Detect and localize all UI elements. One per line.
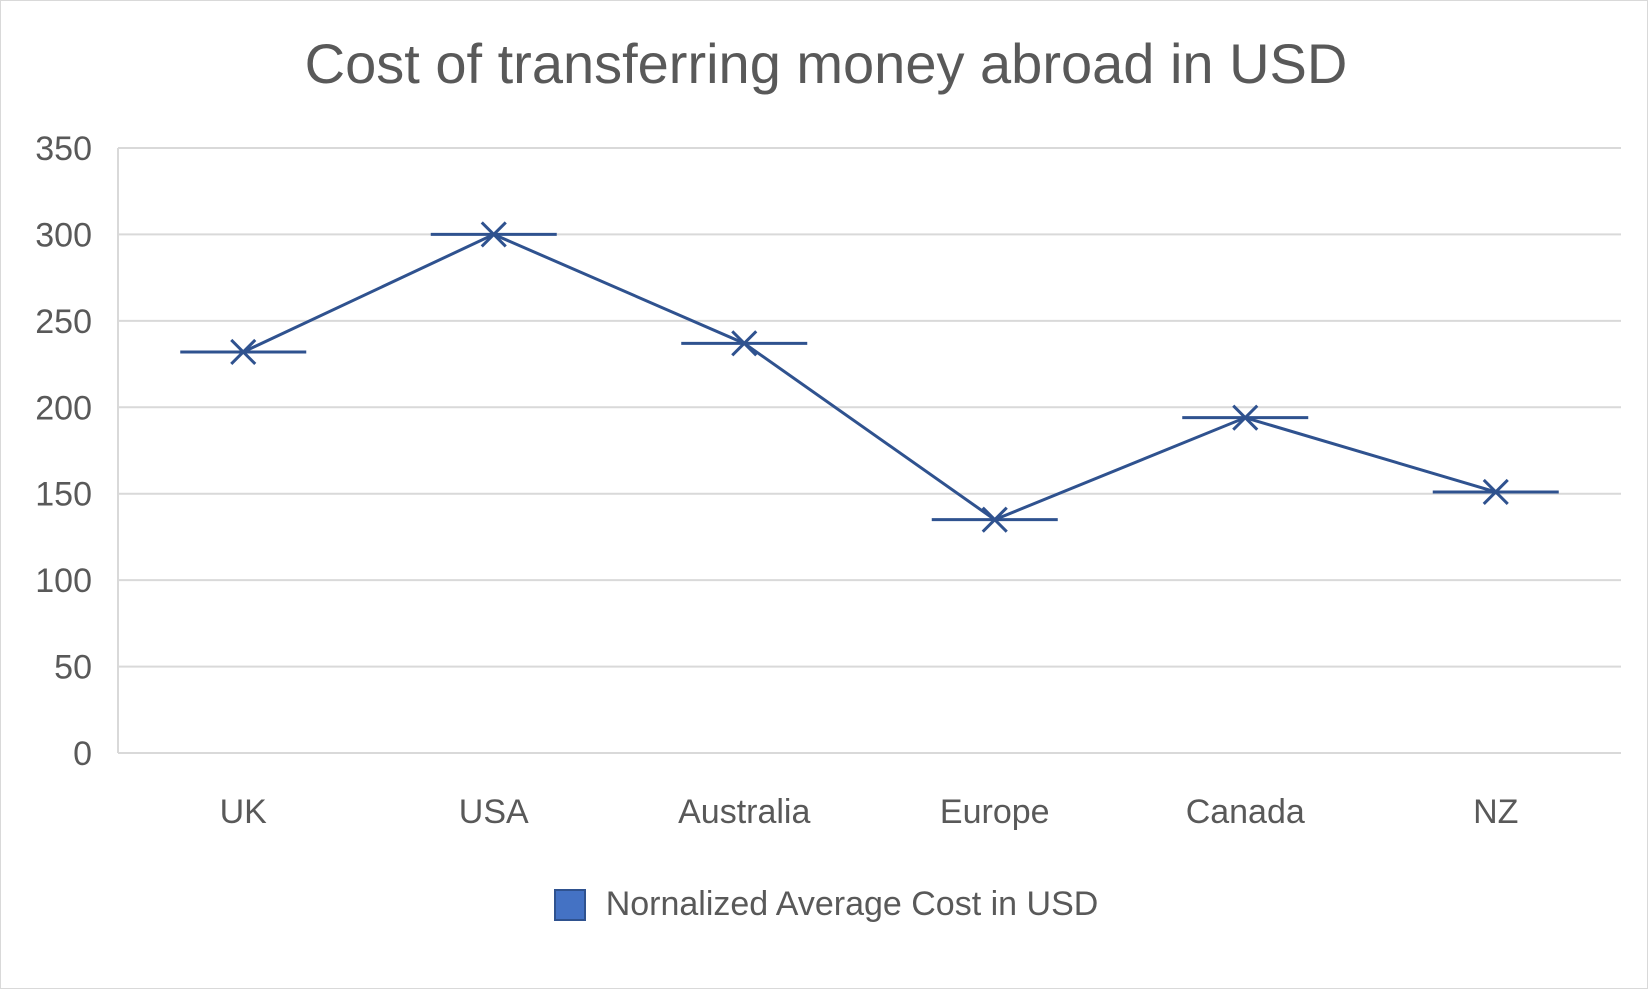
x-tick-label: UK	[220, 793, 268, 831]
legend-swatch	[553, 888, 586, 921]
legend: Nornalized Average Cost in USD	[1, 885, 1650, 924]
y-tick-label: 250	[35, 303, 92, 341]
y-tick-label: 150	[35, 476, 92, 514]
data-point-marker	[931, 506, 1058, 533]
y-tick-label: 200	[35, 389, 92, 427]
series-line	[242, 232, 1497, 522]
data-point-marker	[430, 221, 557, 248]
chart-title: Cost of transferring money abroad in USD	[304, 32, 1348, 95]
data-point-marker	[1182, 404, 1309, 431]
y-tick-label: 350	[35, 130, 92, 168]
y-tick-label: 300	[35, 216, 92, 254]
y-tick-label: 50	[54, 649, 92, 687]
y-axis-labels: 0 50 100 150 200 250 300 350	[35, 130, 92, 773]
x-tick-label: Australia	[678, 793, 810, 831]
x-tick-label: NZ	[1473, 793, 1518, 831]
legend-label: Nornalized Average Cost in USD	[605, 885, 1099, 923]
x-tick-label: Europe	[940, 793, 1050, 831]
y-tick-label: 100	[35, 562, 92, 600]
gridlines	[117, 147, 1621, 754]
x-tick-label: USA	[459, 793, 529, 831]
series-layer	[180, 221, 1559, 533]
x-tick-label: Canada	[1186, 793, 1305, 831]
data-point-marker	[1432, 478, 1559, 506]
y-tick-label: 0	[73, 735, 92, 773]
x-axis-labels: UK USA Australia Europe Canada NZ	[220, 793, 1519, 831]
data-point-marker	[180, 338, 307, 366]
data-point-marker	[681, 330, 808, 357]
